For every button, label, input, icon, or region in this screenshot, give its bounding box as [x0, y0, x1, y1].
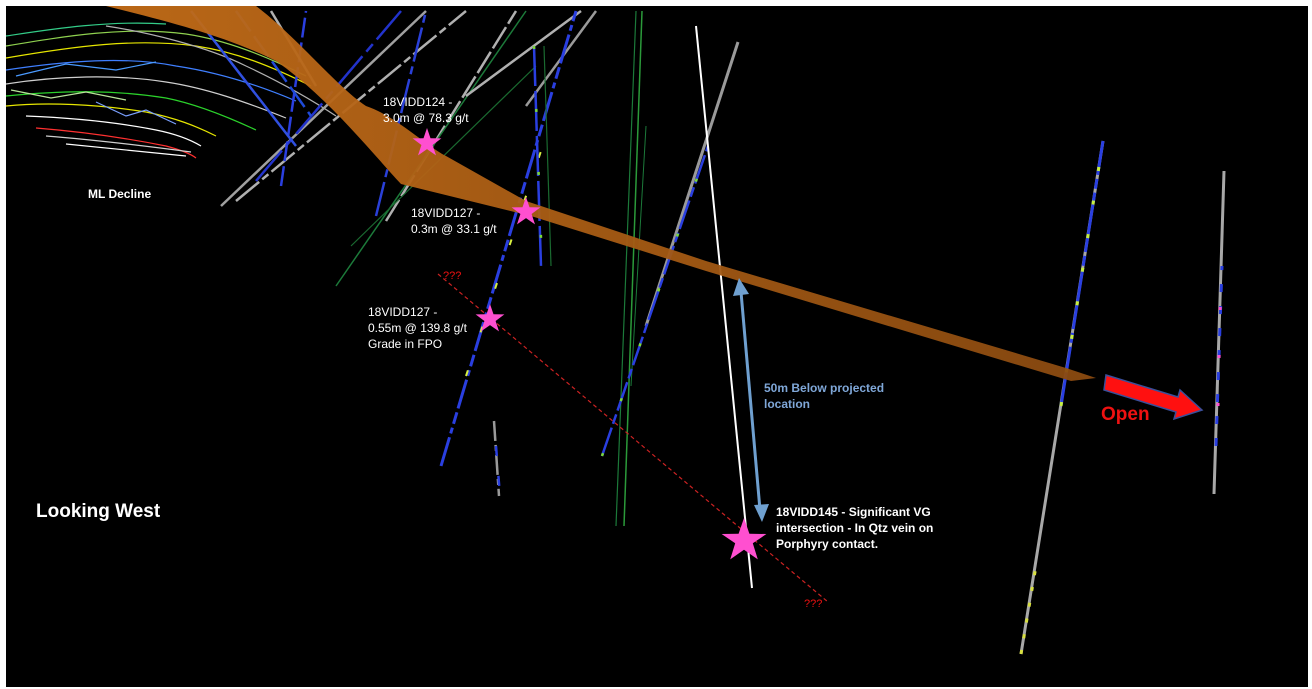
open-label: Open	[1101, 404, 1150, 425]
label-18vidd127-lower: 18VIDD127 - 0.55m @ 139.8 g/t Grade in F…	[368, 305, 467, 351]
unknown-marker-bottom: ???	[804, 598, 823, 610]
star-18vidd145	[721, 518, 767, 560]
intercept-stars	[412, 128, 767, 560]
depth-arrow	[733, 278, 769, 522]
section-view: ML Decline Looking West 18VIDD124 - 3.0m…	[6, 6, 1308, 687]
label-18vidd145: 18VIDD145 - Significant VG intersection …	[776, 505, 934, 551]
star-18vidd127-upper	[511, 197, 541, 225]
ml-decline-label: ML Decline	[88, 187, 152, 201]
label-18vidd127-upper: 18VIDD127 - 0.3m @ 33.1 g/t	[411, 206, 497, 236]
star-18vidd124	[412, 128, 442, 156]
drillhole-scene	[6, 6, 1226, 655]
unknown-marker-top: ???	[443, 270, 462, 282]
below-projected-label: 50m Below projected location	[764, 381, 885, 411]
open-arrow-icon	[1103, 374, 1204, 421]
star-18vidd127-lower	[475, 304, 505, 332]
vein-shape	[106, 6, 1096, 381]
looking-west-label: Looking West	[36, 501, 161, 522]
decline-workings	[6, 22, 337, 159]
label-18vidd124: 18VIDD124 - 3.0m @ 78.3 g/t	[383, 95, 469, 125]
projection-line	[437, 273, 829, 603]
